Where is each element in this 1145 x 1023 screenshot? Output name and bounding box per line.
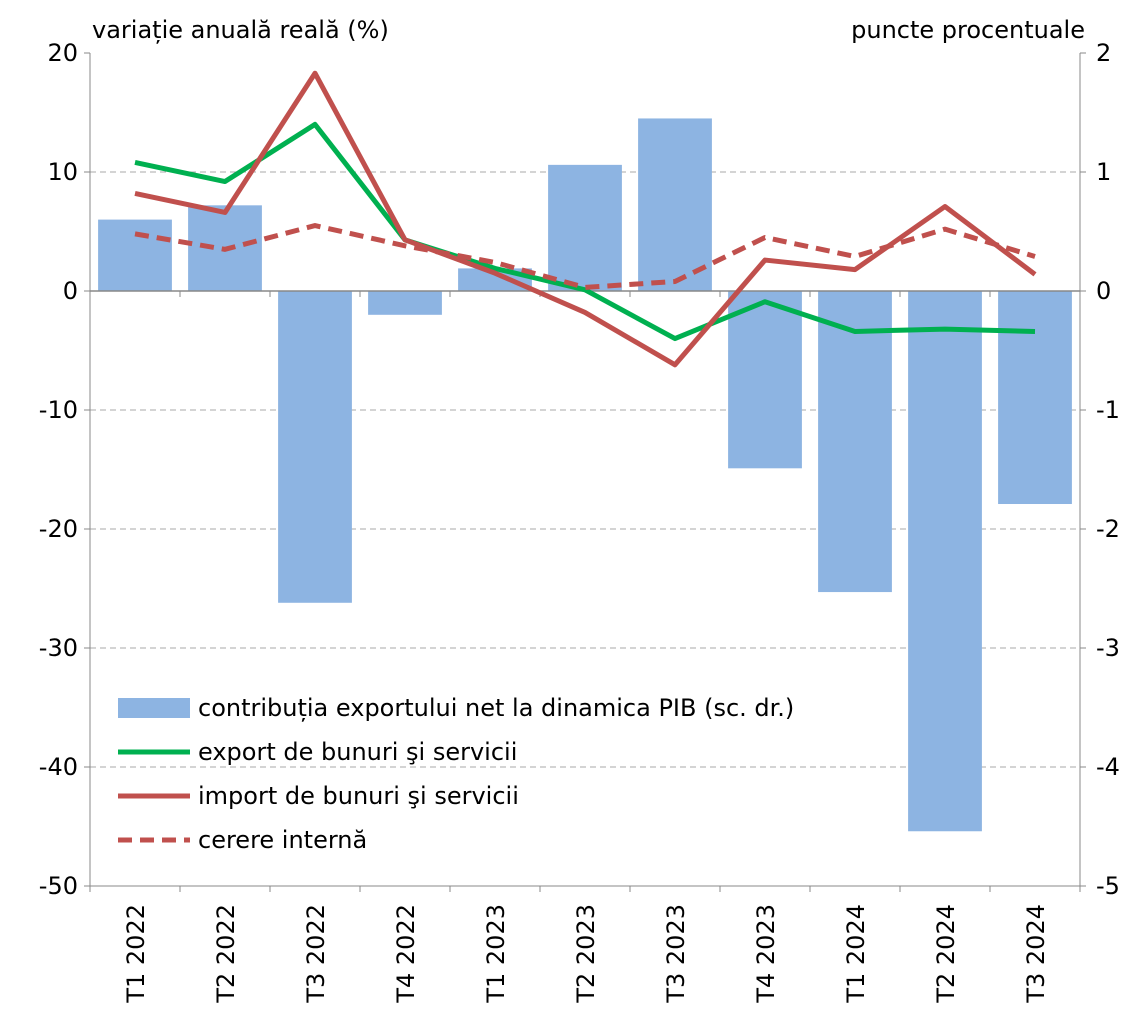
y-tick-label: 0 [63,277,78,305]
bar [548,164,622,291]
x-tick-label: T3 2023 [662,904,690,1004]
y-tick-label: -50 [39,872,78,900]
y2-tick-label: -5 [1096,872,1120,900]
x-tick-label: T2 2022 [212,904,240,1004]
y2-axis-label: puncte procentuale [851,16,1085,44]
y2-tick-label: -4 [1096,753,1120,781]
bar [638,118,712,291]
x-tick-label: T4 2023 [752,904,780,1004]
bar [278,291,352,603]
y-tick-label: 10 [47,158,78,186]
x-tick-label: T3 2024 [1022,904,1050,1004]
y-tick-label: -10 [39,396,78,424]
legend-swatch [118,698,190,718]
x-tick-label: T2 2023 [572,904,600,1004]
legend-label: cerere internă [198,826,367,854]
bar [908,291,982,832]
y2-tick-label: 1 [1096,158,1111,186]
bar [818,291,892,593]
bar [368,291,442,315]
bar [98,219,172,291]
y-tick-label: -30 [39,634,78,662]
y2-tick-label: -1 [1096,396,1120,424]
y2-tick-label: 2 [1096,39,1111,67]
y-tick-label: -40 [39,753,78,781]
y2-tick-label: -2 [1096,515,1120,543]
x-tick-label: T1 2024 [842,904,870,1004]
y2-tick-label: 0 [1096,277,1111,305]
y-axis-label: variație anuală reală (%) [92,16,389,44]
x-tick-label: T1 2023 [482,904,510,1004]
x-tick-label: T2 2024 [932,904,960,1004]
bar [998,291,1072,505]
y-tick-label: 20 [47,39,78,67]
legend-label: export de bunuri şi servicii [198,738,517,766]
legend-label: contribuția exportului net la dinamica P… [198,694,794,722]
legend-label: import de bunuri şi servicii [198,782,519,810]
x-tick-label: T3 2022 [302,904,330,1004]
line [134,223,1036,290]
line [134,121,1036,342]
y-tick-label: -20 [39,515,78,543]
y2-tick-label: -3 [1096,634,1120,662]
x-tick-label: T1 2022 [122,904,150,1004]
x-tick-label: T4 2022 [392,904,420,1004]
bar [728,291,802,469]
